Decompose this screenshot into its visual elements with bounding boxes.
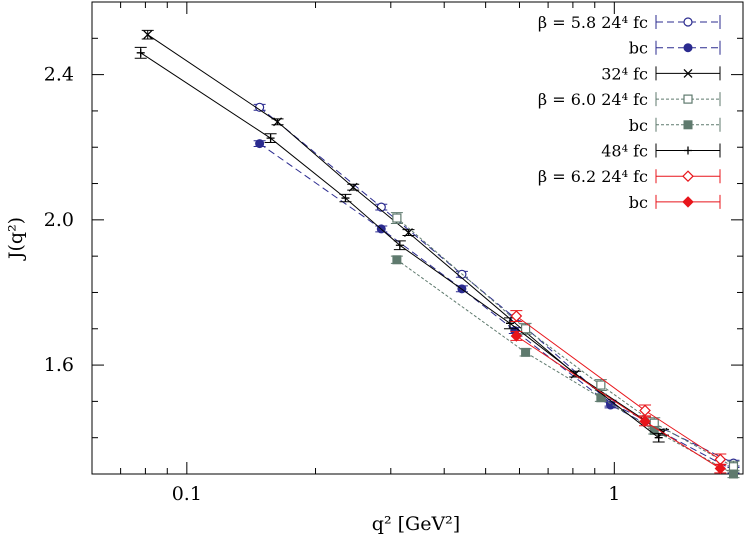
legend-label: 48⁴ fc <box>601 142 648 161</box>
y-tick-label: 2.4 <box>44 64 74 86</box>
data-point <box>510 310 523 322</box>
data-point <box>682 196 694 208</box>
data-point <box>348 182 358 192</box>
y-axis-title: J(q²) <box>5 217 27 261</box>
legend-errorbar-caps <box>655 15 721 29</box>
data-point <box>520 324 531 334</box>
legend-errorbar-caps <box>655 117 721 132</box>
series-line <box>259 106 734 464</box>
series-layer <box>134 29 740 479</box>
series <box>510 330 727 475</box>
axis-ticks <box>91 1 744 475</box>
series-line <box>140 52 660 439</box>
data-point <box>684 146 692 155</box>
y-tick-label: 2.0 <box>44 209 74 231</box>
data-point <box>505 319 514 328</box>
data-point <box>255 139 265 149</box>
x-tick-label: 0.1 <box>172 483 202 505</box>
legend-label: β = 5.8 24⁴ fc <box>538 13 648 32</box>
data-point <box>392 213 402 223</box>
legend-errorbar-caps <box>655 40 721 55</box>
series-line <box>259 143 734 471</box>
data-point <box>728 469 738 479</box>
data-point <box>596 380 606 390</box>
data-point <box>683 120 693 130</box>
series-line <box>516 315 721 460</box>
data-point <box>521 347 531 357</box>
series <box>390 212 740 473</box>
series <box>134 46 665 443</box>
data-point <box>341 194 350 203</box>
data-point <box>510 330 523 342</box>
legend-label: β = 6.0 24⁴ fc <box>538 90 648 109</box>
series <box>510 310 727 466</box>
series-line <box>396 259 734 475</box>
legend-errorbar-caps <box>655 169 721 184</box>
legend: β = 5.8 24⁴ fc bc 32⁴ fc β = 6.0 24⁴ fc bc 48… <box>538 13 721 212</box>
data-point <box>395 241 404 250</box>
legend-label: 32⁴ fc <box>601 64 648 83</box>
legend-errorbar-caps <box>655 66 721 81</box>
data-point <box>404 228 413 238</box>
data-point <box>714 462 727 475</box>
legend-label: β = 6.2 24⁴ fc <box>538 167 648 186</box>
data-point <box>136 48 145 57</box>
legend-errorbar-caps <box>655 194 721 209</box>
series-line <box>396 217 734 468</box>
data-point <box>654 433 663 442</box>
legend-errorbar-caps <box>655 143 721 158</box>
y-tick-label: 1.6 <box>44 354 74 376</box>
legend-label: bc <box>629 39 648 58</box>
data-point <box>639 415 651 428</box>
data-point <box>683 17 693 27</box>
legend-label: bc <box>629 116 648 135</box>
series <box>253 102 740 468</box>
plot-frame <box>91 1 744 475</box>
tick-labels: 0.1 1 1.6 2.0 2.4 <box>44 64 621 505</box>
data-point <box>683 68 693 78</box>
legend-errorbar-caps <box>655 92 721 107</box>
data-point <box>266 134 275 143</box>
data-point <box>143 30 153 40</box>
data-point <box>683 43 693 53</box>
data-point <box>683 94 693 104</box>
data-point <box>639 404 651 417</box>
legend-label: bc <box>629 193 648 212</box>
data-point <box>273 117 283 127</box>
x-axis-title: q² [GeV²] <box>372 513 460 535</box>
data-point <box>682 170 694 183</box>
series <box>390 255 740 479</box>
x-tick-label: 1 <box>608 483 620 505</box>
data-point <box>392 255 402 265</box>
series-line <box>147 34 664 433</box>
